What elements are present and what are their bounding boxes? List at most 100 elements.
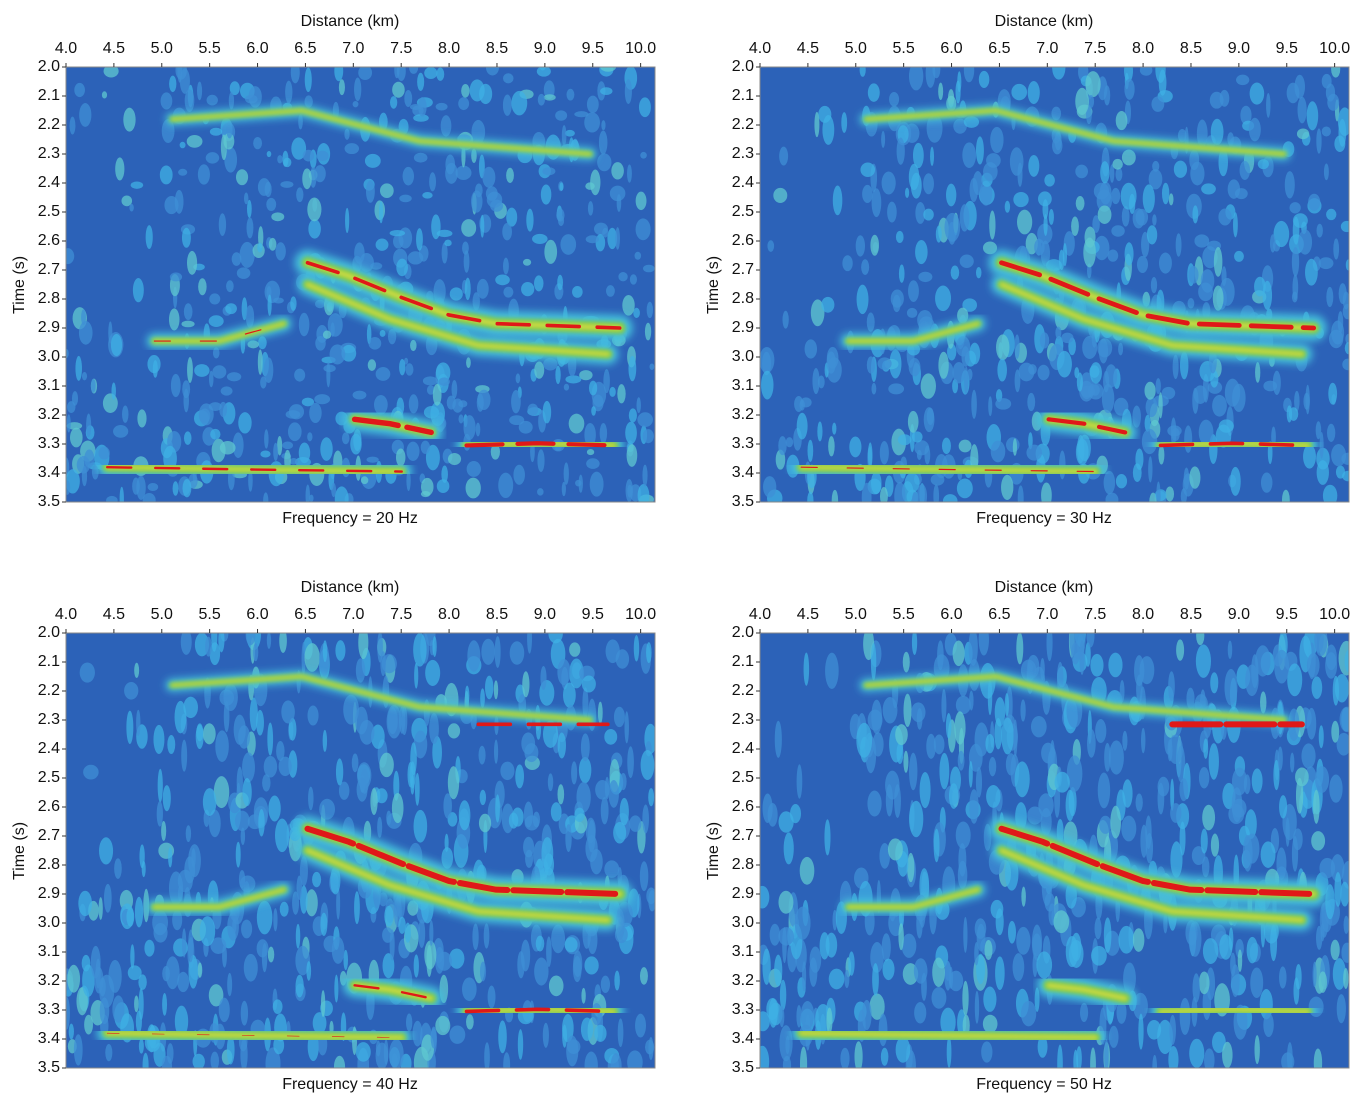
- streak-hot: [304, 825, 623, 897]
- texture: [167, 734, 176, 755]
- texture: [640, 750, 655, 781]
- texture: [508, 812, 519, 829]
- texture: [923, 208, 934, 221]
- texture: [235, 841, 241, 868]
- texture: [240, 827, 246, 846]
- texture: [161, 820, 167, 841]
- texture: [1084, 226, 1096, 248]
- texture: [578, 474, 583, 493]
- texture: [814, 111, 820, 138]
- texture: [124, 681, 139, 700]
- texture: [522, 671, 530, 698]
- texture: [245, 305, 255, 329]
- texture: [1231, 767, 1248, 796]
- texture: [1090, 653, 1104, 677]
- texture: [1338, 283, 1347, 305]
- texture: [1094, 917, 1102, 940]
- texture: [889, 349, 902, 379]
- texture: [859, 67, 866, 77]
- streak-core: [152, 888, 286, 909]
- texture: [1097, 772, 1111, 809]
- texture: [916, 484, 928, 502]
- texture: [389, 229, 406, 237]
- texture: [564, 129, 575, 137]
- texture: [322, 640, 328, 663]
- texture: [926, 733, 936, 759]
- texture: [947, 89, 955, 108]
- texture: [1286, 1042, 1293, 1068]
- x-tick-label: 9.0: [534, 40, 556, 57]
- texture: [273, 442, 279, 461]
- texture: [132, 278, 144, 303]
- texture: [391, 793, 404, 824]
- texture: [1231, 798, 1247, 818]
- x-tick-label: 9.5: [1276, 40, 1298, 57]
- texture: [1036, 951, 1053, 979]
- texture: [618, 272, 628, 282]
- texture: [186, 135, 203, 148]
- texture: [1107, 249, 1119, 262]
- texture: [253, 136, 263, 150]
- texture: [794, 906, 811, 940]
- x-tick-label: 5.5: [893, 606, 915, 623]
- texture: [935, 225, 942, 243]
- texture: [1345, 259, 1349, 271]
- texture: [1303, 392, 1310, 410]
- texture: [1187, 298, 1195, 309]
- y-tick-label: 2.1: [38, 653, 60, 670]
- texture: [903, 693, 912, 728]
- texture: [266, 151, 272, 158]
- texture: [449, 1025, 466, 1044]
- texture: [147, 482, 159, 492]
- texture: [414, 662, 419, 689]
- texture: [1152, 1054, 1158, 1068]
- texture: [515, 764, 525, 789]
- texture: [209, 127, 223, 136]
- texture: [946, 183, 957, 207]
- texture: [983, 986, 997, 1012]
- texture: [1305, 258, 1318, 286]
- texture: [1291, 291, 1298, 303]
- texture: [295, 974, 304, 998]
- texture: [301, 397, 315, 407]
- texture: [541, 837, 554, 870]
- texture: [1289, 202, 1301, 214]
- texture: [634, 251, 642, 260]
- texture: [1291, 835, 1299, 872]
- texture: [526, 208, 534, 232]
- texture: [1250, 967, 1264, 998]
- texture: [1139, 67, 1153, 76]
- streak-hot: [351, 416, 434, 436]
- texture: [238, 870, 246, 889]
- texture: [613, 821, 627, 844]
- texture: [897, 434, 912, 446]
- x-tick-label: 7.0: [342, 606, 364, 623]
- texture: [458, 97, 470, 111]
- texture: [412, 1020, 423, 1047]
- texture: [990, 126, 1004, 154]
- texture: [320, 990, 326, 1018]
- texture: [272, 999, 283, 1015]
- texture: [1013, 719, 1018, 757]
- texture: [1119, 679, 1125, 703]
- texture: [637, 483, 650, 502]
- texture: [1170, 841, 1183, 878]
- texture: [1291, 247, 1300, 277]
- texture: [219, 440, 236, 455]
- y-tick-label: 3.0: [732, 914, 754, 931]
- texture: [952, 361, 966, 384]
- texture: [235, 169, 249, 186]
- texture: [246, 199, 252, 218]
- texture: [975, 266, 982, 279]
- texture: [563, 383, 570, 391]
- x-tick-label: 8.5: [486, 40, 508, 57]
- texture: [881, 933, 891, 962]
- texture: [1004, 692, 1010, 717]
- texture: [86, 413, 92, 437]
- texture: [84, 449, 95, 468]
- texture: [648, 788, 655, 807]
- texture: [1011, 83, 1028, 101]
- texture: [271, 212, 285, 222]
- texture: [413, 152, 428, 163]
- texture: [296, 187, 304, 203]
